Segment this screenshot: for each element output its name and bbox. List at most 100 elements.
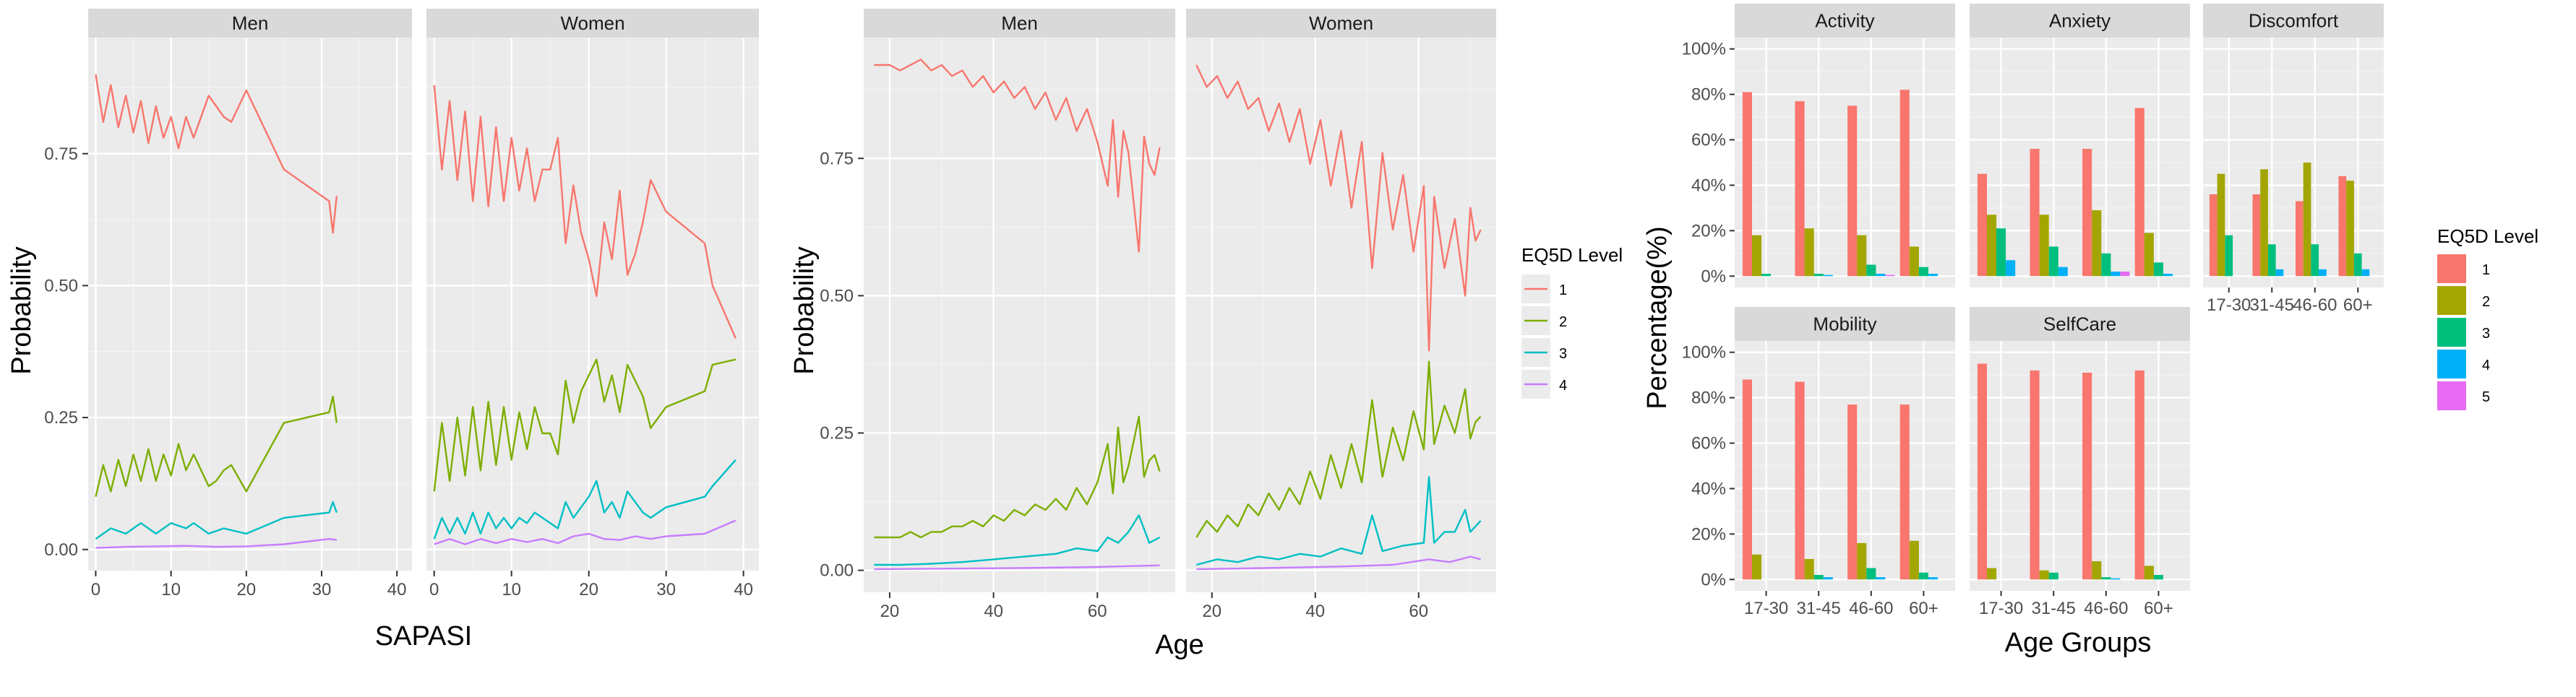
bar-selfcare-46-60-level-3 — [2101, 577, 2111, 580]
y-tick-label: 0.75 — [44, 144, 78, 164]
x-tick-label: 17-30 — [1979, 599, 2023, 618]
bar-anxiety-31-45-level-1 — [2030, 149, 2040, 277]
x-tick-label: 20 — [880, 602, 900, 621]
legend-key-level-5 — [2437, 381, 2466, 410]
legend-label: 2 — [2482, 294, 2490, 310]
bar-anxiety-17-30-level-3 — [1996, 228, 2006, 277]
series-line-level-2 — [95, 395, 338, 497]
x-tick-label: 40 — [734, 580, 753, 599]
x-axis-title: Age — [1155, 630, 1204, 660]
bar-discomfort-17-30-level-1 — [2209, 194, 2217, 277]
x-tick-label: 10 — [161, 580, 181, 599]
bar-activity-46-60-level-2 — [1857, 235, 1867, 277]
bar-discomfort-60+-level-3 — [2353, 253, 2362, 277]
x-tick-label: 17-30 — [2207, 295, 2251, 315]
bar-mobility-60+-level-2 — [1909, 540, 1919, 580]
x-axis-title: SAPASI — [375, 621, 472, 651]
bar-mobility-17-30-level-2 — [1752, 554, 1762, 580]
facet-label: Men — [1001, 12, 1038, 34]
bar-selfcare-60+-level-1 — [2134, 370, 2144, 580]
y-tick-label: 80% — [1691, 85, 1726, 105]
legend-label: 4 — [2482, 358, 2490, 373]
bar-activity-46-60-level-4 — [1876, 274, 1886, 277]
bar-mobility-46-60-level-1 — [1847, 404, 1858, 580]
series-line-level-2 — [874, 415, 1161, 539]
y-tick-label: 100% — [1682, 40, 1726, 59]
bar-activity-17-30-level-1 — [1742, 92, 1752, 277]
y-axis-title: Percentage(%) — [1642, 226, 1673, 409]
bar-activity-17-30-level-3 — [1761, 274, 1772, 277]
bar-activity-17-30-level-2 — [1752, 235, 1762, 277]
bar-activity-31-45-level-1 — [1795, 101, 1805, 277]
bar-mobility-31-45-level-2 — [1804, 559, 1814, 580]
x-axis-title: Age Groups — [2005, 628, 2152, 658]
y-tick-label: 0.75 — [820, 149, 854, 168]
x-tick-label: 17-30 — [1744, 599, 1788, 618]
bar-anxiety-46-60-level-2 — [2092, 210, 2102, 277]
x-tick-label: 40 — [1305, 602, 1325, 621]
bar-selfcare-17-30-level-1 — [1977, 363, 1987, 580]
bar-anxiety-46-60-level-5 — [2120, 272, 2130, 277]
series-line-level-3 — [433, 459, 737, 540]
bar-anxiety-60+-level-3 — [2153, 262, 2163, 277]
y-tick-label: 0.00 — [44, 540, 78, 560]
y-tick-label: 20% — [1691, 524, 1726, 544]
bar-mobility-60+-level-4 — [1928, 577, 1939, 580]
bar-activity-31-45-level-3 — [1813, 274, 1824, 277]
facet-strip-women — [426, 9, 759, 38]
facet-strip-activity — [1735, 4, 1955, 38]
x-tick-label: 60 — [1409, 602, 1428, 621]
bar-anxiety-17-30-level-4 — [2006, 260, 2016, 277]
y-tick-label: 0.00 — [820, 561, 854, 581]
legend-title: EQ5D Level — [1521, 244, 1623, 266]
bar-selfcare-60+-level-2 — [2144, 566, 2154, 580]
y-axis-title: Probability — [789, 246, 820, 374]
series-line-level-1 — [433, 85, 737, 339]
bar-activity-31-45-level-4 — [1823, 274, 1833, 277]
bar-activity-46-60-level-5 — [1885, 274, 1895, 277]
x-tick-label: 60+ — [1909, 599, 1939, 618]
bar-discomfort-46-60-level-1 — [2296, 201, 2304, 277]
bar-mobility-17-30-level-1 — [1742, 379, 1752, 580]
x-tick-label: 46-60 — [1849, 599, 1893, 618]
bar-mobility-46-60-level-3 — [1866, 568, 1876, 580]
facet-label: Anxiety — [2049, 10, 2111, 32]
x-tick-label: 40 — [387, 580, 407, 599]
x-tick-label: 10 — [502, 580, 521, 599]
bar-selfcare-60+-level-3 — [2153, 575, 2163, 580]
bar-anxiety-17-30-level-2 — [1987, 215, 1997, 277]
bar-mobility-46-60-level-2 — [1857, 542, 1867, 580]
bar-mobility-31-45-level-4 — [1823, 577, 1833, 580]
facet-strip-men — [864, 9, 1175, 38]
x-tick-label: 20 — [579, 580, 598, 599]
series-line-level-4 — [874, 564, 1160, 571]
y-tick-label: 0% — [1701, 267, 1726, 286]
legend-key-level-4 — [2437, 350, 2466, 378]
y-tick-label: 60% — [1691, 434, 1726, 454]
facet-strip-men — [88, 9, 412, 38]
facet-label: SelfCare — [2043, 313, 2116, 335]
y-tick-label: 60% — [1691, 131, 1726, 150]
x-tick-label: 30 — [656, 580, 676, 599]
x-tick-label: 20 — [1202, 602, 1222, 621]
bar-discomfort-46-60-level-4 — [2319, 269, 2327, 277]
legend-key-level-1 — [2437, 254, 2466, 283]
bar-selfcare-31-45-level-1 — [2030, 370, 2040, 580]
facet-strip-mobility — [1735, 307, 1955, 341]
bar-anxiety-60+-level-1 — [2134, 108, 2144, 277]
bar-discomfort-17-30-level-3 — [2225, 235, 2233, 277]
bar-discomfort-31-45-level-2 — [2260, 169, 2268, 277]
facet-label: Women — [560, 12, 624, 34]
bar-mobility-60+-level-1 — [1899, 404, 1910, 580]
bar-discomfort-46-60-level-3 — [2311, 244, 2319, 277]
legend-label: 1 — [1559, 282, 1567, 298]
x-tick-label: 60+ — [2343, 295, 2373, 315]
bar-activity-46-60-level-1 — [1847, 105, 1858, 277]
bar-mobility-31-45-level-1 — [1795, 381, 1805, 580]
panel-background — [864, 38, 1175, 592]
facet-label: Mobility — [1813, 313, 1876, 335]
bar-anxiety-17-30-level-1 — [1977, 173, 1987, 277]
bar-discomfort-31-45-level-3 — [2267, 244, 2276, 277]
x-tick-label: 31-45 — [1796, 599, 1840, 618]
